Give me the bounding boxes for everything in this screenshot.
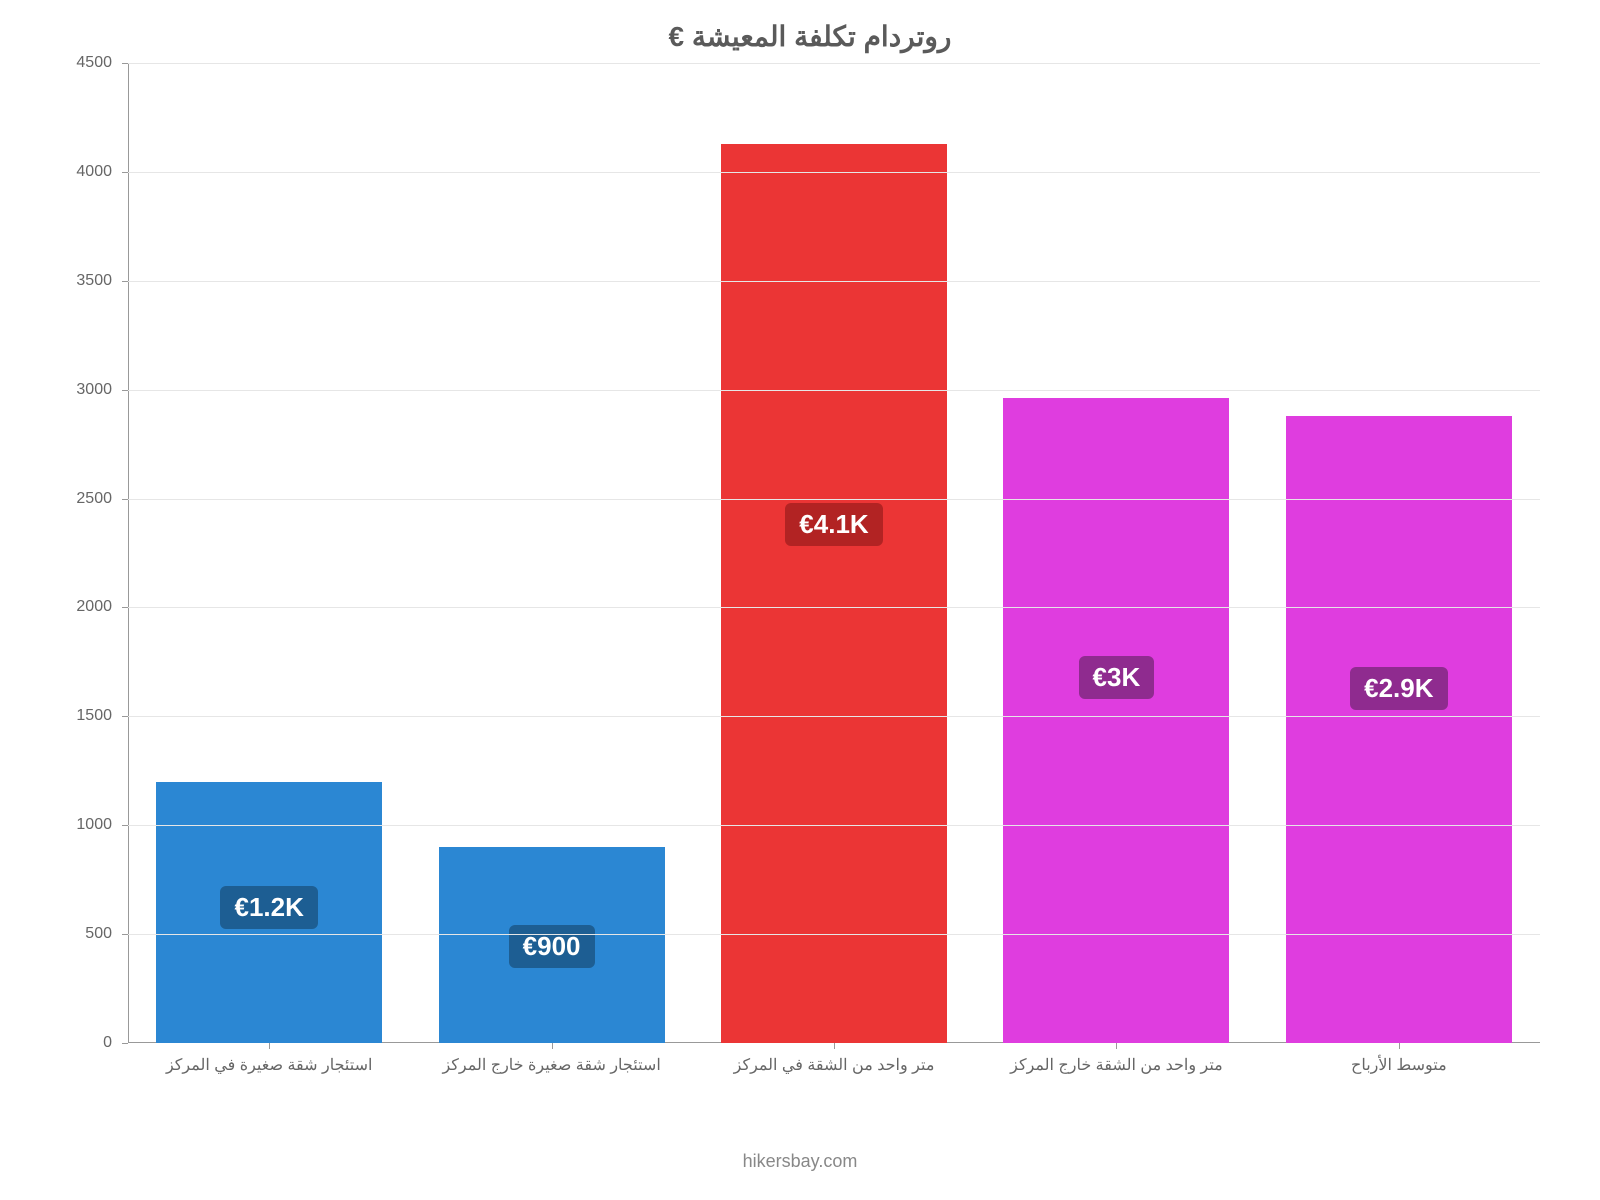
bar: €3K xyxy=(1003,398,1229,1043)
bar-value-label: €4.1K xyxy=(785,503,882,546)
x-tick-mark xyxy=(552,1043,553,1049)
bar-value-label: €3K xyxy=(1079,656,1155,699)
x-tick-mark xyxy=(1399,1043,1400,1049)
chart-title: روتردام تكلفة المعيشة € xyxy=(60,20,1560,53)
y-tick-label: 2500 xyxy=(76,490,112,508)
bar-value-label: €900 xyxy=(509,925,595,968)
x-axis-label: متر واحد من الشقة في المركز xyxy=(693,1055,975,1075)
y-tick-label: 4000 xyxy=(76,163,112,181)
bar: €2.9K xyxy=(1286,416,1512,1043)
y-tick-label: 3500 xyxy=(76,272,112,290)
grid-line xyxy=(128,825,1540,826)
x-tick-mark xyxy=(834,1043,835,1049)
y-tick-label: 0 xyxy=(103,1034,112,1052)
y-tick-label: 1000 xyxy=(76,816,112,834)
bar-slot: €2.9K xyxy=(1258,63,1540,1043)
bar-slot: €3K xyxy=(975,63,1257,1043)
bar-slot: €1.2K xyxy=(128,63,410,1043)
y-tick-mark xyxy=(122,1043,128,1044)
x-axis-label: استئجار شقة صغيرة في المركز xyxy=(128,1055,410,1075)
y-tick-label: 3000 xyxy=(76,381,112,399)
bars-area: €1.2K €900 €4.1K €3K €2.9K xyxy=(128,63,1540,1043)
y-tick-label: 1500 xyxy=(76,707,112,725)
grid-line xyxy=(128,934,1540,935)
grid-line xyxy=(128,390,1540,391)
x-axis-labels: استئجار شقة صغيرة في المركزاستئجار شقة ص… xyxy=(128,1055,1540,1075)
grid-line xyxy=(128,281,1540,282)
bar: €900 xyxy=(439,847,665,1043)
x-axis-label: متر واحد من الشقة خارج المركز xyxy=(975,1055,1257,1075)
grid-line xyxy=(128,607,1540,608)
x-tick-mark xyxy=(1116,1043,1117,1049)
attribution-text: hikersbay.com xyxy=(0,1151,1600,1172)
y-axis: 050010001500200025003000350040004500 xyxy=(60,63,120,1043)
bar: €4.1K xyxy=(721,144,947,1043)
y-tick-label: 4500 xyxy=(76,54,112,72)
y-tick-label: 500 xyxy=(85,925,112,943)
bar-value-label: €1.2K xyxy=(220,886,317,929)
bar-slot: €4.1K xyxy=(693,63,975,1043)
chart-container: روتردام تكلفة المعيشة € 0500100015002000… xyxy=(60,20,1560,1100)
y-tick-label: 2000 xyxy=(76,598,112,616)
grid-line xyxy=(128,499,1540,500)
x-tick-mark xyxy=(269,1043,270,1049)
grid-line xyxy=(128,63,1540,64)
bar-slot: €900 xyxy=(410,63,692,1043)
x-axis-label: استئجار شقة صغيرة خارج المركز xyxy=(410,1055,692,1075)
bar: €1.2K xyxy=(156,782,382,1043)
x-axis-label: متوسط الأرباح xyxy=(1258,1055,1540,1075)
grid-line xyxy=(128,716,1540,717)
plot-area: 050010001500200025003000350040004500 €1.… xyxy=(128,63,1540,1043)
bar-value-label: €2.9K xyxy=(1350,667,1447,710)
grid-line xyxy=(128,172,1540,173)
